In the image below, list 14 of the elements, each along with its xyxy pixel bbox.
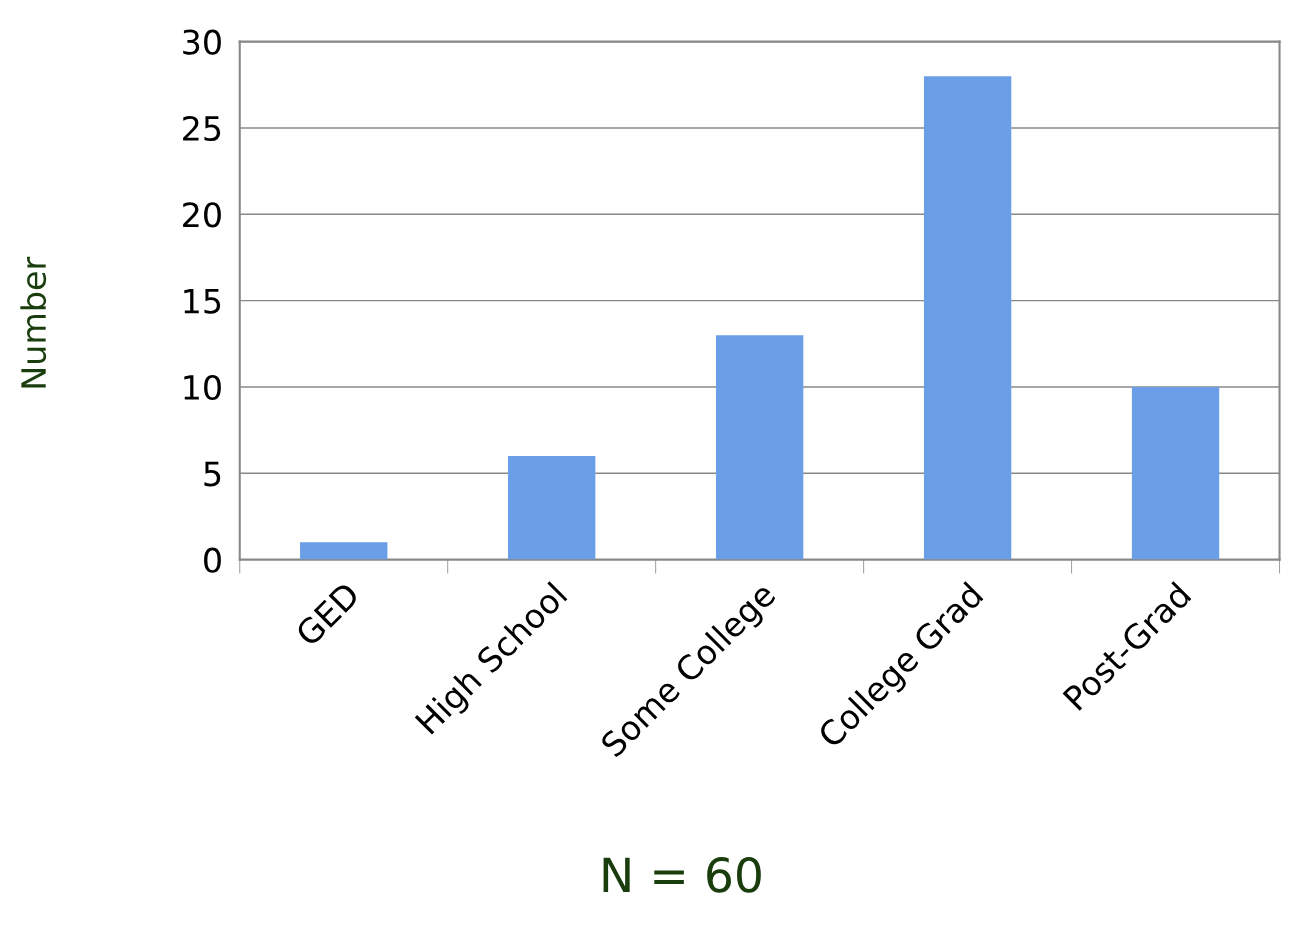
bar [715, 335, 804, 560]
y-tick-label: 10 [184, 374, 221, 401]
y-tick-label: 15 [184, 288, 221, 314]
bar [300, 542, 388, 560]
y-tick-label: 20 [183, 202, 221, 228]
y-tick-label: 25 [183, 115, 221, 142]
y-axis-title: Number [20, 256, 47, 388]
y-tick-label: 0 [204, 547, 221, 573]
y-tick-label: 30 [183, 29, 221, 55]
x-axis-title: N = 60 [603, 857, 761, 893]
bar [923, 76, 1012, 560]
bar [508, 456, 596, 560]
bar [1131, 386, 1220, 560]
y-tick-label: 5 [204, 461, 221, 487]
